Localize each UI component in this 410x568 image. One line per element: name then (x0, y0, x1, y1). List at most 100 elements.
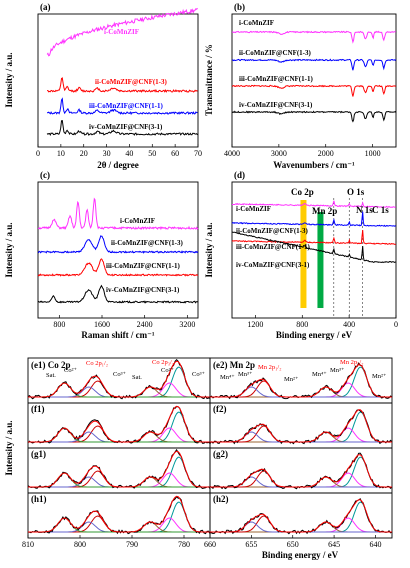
b-series-label-2: ii-CoMnZIF@CNF(1-3) (239, 49, 312, 57)
d-ticks-ticklabel-0: 1200 (247, 320, 263, 329)
mn-xlabel: Binding energy / eV (262, 550, 339, 560)
a-xlabel: 2θ / degree (97, 160, 139, 170)
mn-sub-2-peak-2 (210, 476, 392, 488)
panel-b-label: (b) (234, 2, 245, 12)
a-trace-4 (46, 119, 198, 137)
co-anno-co2-2: Co²⁺ (161, 367, 174, 374)
b-ticks-ticklabel-2: 2000 (318, 149, 334, 158)
co-sub-1-raw (27, 405, 211, 444)
panel-c: (c) 800 1600 2400 3200 i-CoMnZIF ii-CoMnZIF… (4, 170, 199, 340)
a-series-label-1: i-CoMnZIF (104, 28, 139, 36)
mn-ticks-ticklabel-4: 640 (369, 540, 381, 549)
mn-ticks-ticklabel-2: 650 (287, 540, 299, 549)
co-anno-2p32: Co 2p₃/₂ (152, 359, 174, 366)
panel-co2p: 810 800 790 780 (e1) Co 2p (f1) (g1) (h1) S… (4, 357, 211, 549)
co-sub-2-peak-3 (28, 470, 210, 488)
c-trace-1 (37, 197, 199, 231)
co-ticks-ticklabel-3: 780 (178, 540, 190, 549)
d-anno-o1s: O 1s (347, 187, 365, 197)
mn-ticks-ticklabel-3: 645 (328, 540, 340, 549)
b-xlabel: Wavenumbers / cm⁻¹ (273, 160, 355, 170)
co-sub-g1: (g1) (31, 449, 46, 459)
panel-d: (d) 1200 800 400 0 i-CoMnZIF ii-CoMnZIF@CNF… (204, 170, 398, 340)
a-ticks-ticklabel-7: 70 (194, 149, 202, 158)
c-series-label-3: iii-CoMnZIF@CNF(1-1) (106, 262, 180, 270)
d-ticks-ticklabel-2: 400 (343, 320, 355, 329)
mn-sub-1-fit (210, 409, 392, 443)
co-ticks-ticklabel-1: 800 (74, 540, 86, 549)
co-anno-sat1: Sat. (46, 372, 56, 379)
a-ticks-ticklabel-3: 30 (103, 149, 111, 158)
d-anno-co2p: Co 2p (291, 187, 314, 197)
panel-d-frame (231, 181, 397, 319)
a-ticks-ticklabel-0: 0 (36, 149, 40, 158)
co-sub-0-peak-3 (28, 380, 210, 398)
mn-anno-mn4-1: Mn⁴⁺ (220, 374, 235, 381)
mn-sub-3-fit (210, 499, 392, 533)
co-sub-0-fit (28, 360, 210, 398)
mn-sub-0-fit (210, 364, 392, 398)
a-ticks-ticklabel-2: 20 (80, 149, 88, 158)
co-sub-f1: (f1) (31, 404, 45, 414)
panel-b: (b) 4000 3000 2000 1000 i-CoMnZIF ii-CoMnZI… (204, 2, 397, 170)
mn-sub-3-peak-2 (210, 521, 392, 533)
d-ticks-ticklabel-3: 0 (394, 320, 398, 329)
b-series-label-3: iii-CoMnZIF@CNF(1-1) (239, 75, 313, 83)
co-sub-1-fit (28, 405, 210, 443)
mn-ticks-ticklabel-1: 655 (245, 540, 257, 549)
d-anno-n1s: N 1s (356, 205, 373, 215)
d-trace-2 (231, 211, 397, 227)
c-series-label-1: i-CoMnZIF (120, 217, 155, 225)
c-trace-2 (37, 235, 199, 254)
d-ylabel: Intensity / a.u. (204, 222, 214, 277)
mn-anno-mn3-1: Mn³⁺ (238, 371, 252, 378)
mn-sub-3-peak-3 (210, 515, 392, 533)
c-ticks-ticklabel-0: 800 (53, 320, 65, 329)
mn-sub-0-peak-2 (210, 386, 392, 398)
co-ylabel: Intensity / a.u. (4, 420, 14, 475)
a-ticks-ticklabel-4: 40 (125, 149, 133, 158)
b-trace-4 (231, 110, 397, 123)
mn-sub-2-peak-3 (210, 470, 392, 488)
b-ticks-ticklabel-3: 1000 (365, 149, 381, 158)
mn-anno-2p12: Mn 2p₁/₂ (258, 364, 282, 371)
b-trace-1 (231, 30, 396, 44)
mn-sub-1-peak-4 (210, 431, 392, 443)
panel-b-frame (231, 13, 397, 148)
co-ticks-ticklabel-2: 790 (126, 540, 138, 549)
c-ylabel: Intensity / a.u. (4, 222, 14, 277)
b-trace-3 (231, 84, 397, 97)
mn-ticks-ticklabel-0: 660 (204, 540, 216, 549)
d-anno-c1s: C 1s (372, 205, 389, 215)
co-ticks-ticklabel-0: 810 (22, 540, 34, 549)
co-sub-3-fit (28, 495, 210, 533)
mn-sub-0-peak-3 (210, 380, 392, 398)
d-band-mn2p (317, 212, 324, 308)
mn-sub-1-peak-1 (210, 427, 392, 443)
d-trace-4 (231, 231, 396, 264)
d-xlabel: Binding energy / eV (276, 330, 353, 340)
co-anno-co3-1: Co³⁺ (113, 371, 126, 378)
a-ticks-ticklabel-1: 10 (57, 149, 65, 158)
panel-a-label: (a) (40, 2, 51, 12)
co-anno-co3-2: Co³⁺ (192, 371, 205, 378)
d-trace-3 (231, 229, 396, 245)
mn-sub-3-peak-4 (210, 521, 392, 533)
co-sub-3-raw (27, 495, 211, 535)
panel-a-frame (37, 13, 199, 148)
mn-anno-mn4-2: Mn⁴⁺ (312, 371, 327, 378)
mn-sub-1-peak-3 (210, 425, 392, 443)
mn-sub-g2: (g2) (213, 449, 228, 459)
a-series-label-3: iii-CoMnZIF@CNF(1-1) (89, 102, 163, 110)
mn-anno-mn3-2: Mn³⁺ (330, 367, 344, 374)
mn-sub-f2: (f2) (213, 404, 227, 414)
c-ticks-ticklabel-3: 3200 (179, 320, 195, 329)
mn-anno-mn2-2: Mn²⁺ (372, 373, 386, 380)
co-sub-1-peak-3 (28, 425, 210, 443)
d-series-label-3: iii-CoMnZIF@CNF(1-1) (236, 243, 310, 251)
d-series-label-4: iv-CoMnZIF@CNF(3-1) (236, 261, 310, 269)
co-sub-2-fit (28, 450, 210, 488)
b-series-label-1: i-CoMnZIF (239, 19, 274, 27)
b-ylabel: Transmittance / % (204, 44, 214, 116)
